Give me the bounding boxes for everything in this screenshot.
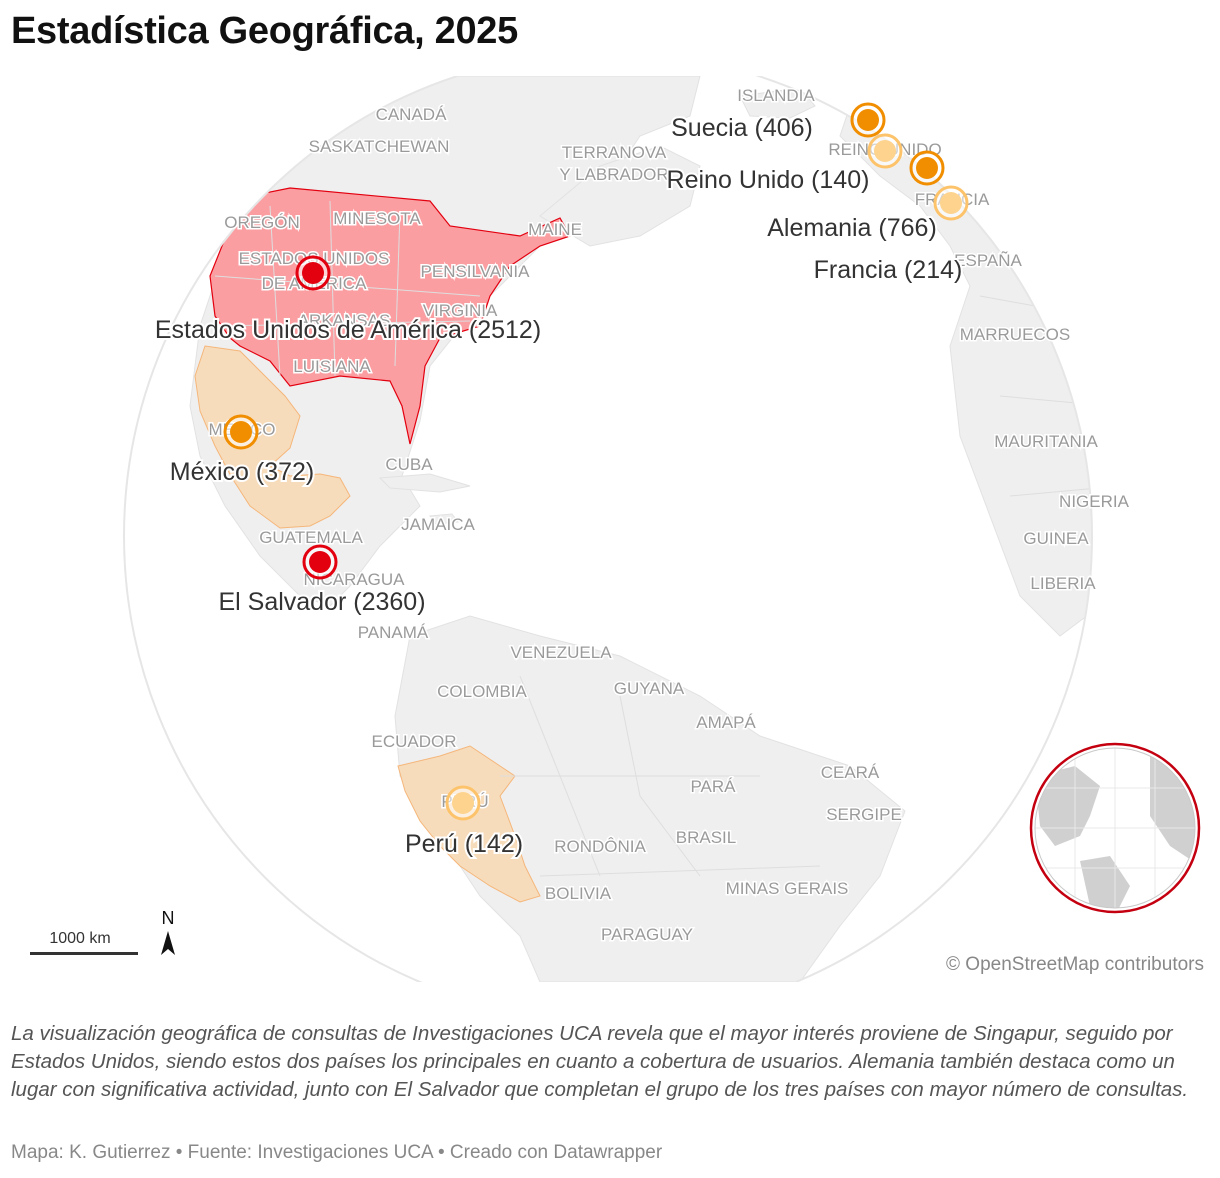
region-label: GUYANA <box>614 679 685 698</box>
country-mexico[interactable] <box>194 345 351 529</box>
region-label: BRASIL <box>676 828 736 847</box>
region-label: CANADÁ <box>376 105 448 124</box>
region-label: LIBERIA <box>1030 574 1096 593</box>
marker-dot[interactable] <box>309 551 331 573</box>
marker[interactable] <box>867 133 903 169</box>
chart-footer: Mapa: K. Gutierrez • Fuente: Investigaci… <box>11 1142 663 1163</box>
region-label: COLOMBIA <box>437 682 527 701</box>
marker[interactable] <box>295 255 331 291</box>
marker-dot[interactable] <box>302 262 324 284</box>
locator-globe <box>1029 742 1201 914</box>
marker-dot[interactable] <box>874 140 896 162</box>
country-peru[interactable] <box>397 745 541 903</box>
region-label: GUATEMALA <box>259 528 363 547</box>
marker-label: Alemania (766) <box>767 214 937 242</box>
region-label: PENSILVANIA <box>421 262 531 281</box>
marker[interactable] <box>850 102 886 138</box>
region-label: MARRUECOS <box>960 325 1071 344</box>
region-label: LUISIANA <box>293 357 371 376</box>
land-canada <box>539 145 701 247</box>
marker[interactable] <box>445 785 481 821</box>
map[interactable]: CANADÁ ISLANDIA SASKATCHEWAN TERRANOVA Y LAB… <box>0 51 1220 1021</box>
marker-dot[interactable] <box>452 792 474 814</box>
chart-description: La visualización geográfica de consultas… <box>11 1022 1189 1101</box>
north-arrow-icon <box>161 931 175 955</box>
chart-title: Estadística Geográfica, 2025 <box>11 10 518 52</box>
globe <box>124 75 1092 983</box>
region-label: RONDÔNIA <box>554 837 646 856</box>
marker-dot[interactable] <box>857 109 879 131</box>
region-label: VENEZUELA <box>510 643 612 662</box>
region-label: VIRGINIA <box>423 301 498 320</box>
scale-label: 1000 km <box>49 930 111 947</box>
region-label: PARAGUAY <box>601 925 693 944</box>
marker[interactable] <box>302 544 338 580</box>
marker-dot[interactable] <box>230 421 252 443</box>
marker[interactable] <box>933 185 969 221</box>
region-label: MINAS GERAIS <box>726 879 849 898</box>
marker-label: El Salvador (2360) <box>218 588 425 616</box>
region-label: GUINEA <box>1023 529 1089 548</box>
region-label: Y LABRADOR <box>559 165 668 184</box>
marker-label: Suecia (406) <box>671 114 813 142</box>
region-label: PARÁ <box>690 777 736 796</box>
north-label: N <box>161 908 175 928</box>
region-label: ECUADOR <box>371 732 456 751</box>
region-label: MAINE <box>528 220 582 239</box>
region-label: ISLANDIA <box>737 86 815 105</box>
marker-label: Francia (214) <box>814 256 963 284</box>
admin-borders <box>214 200 1092 877</box>
region-label: NIGERIA <box>1059 492 1130 511</box>
region-label: ARKANSAS <box>298 311 391 330</box>
region-label: OREGÓN <box>224 213 300 232</box>
marker-dot[interactable] <box>916 157 938 179</box>
region-labels: CANADÁ ISLANDIA SASKATCHEWAN TERRANOVA Y LAB… <box>207 85 1131 946</box>
country-united-states[interactable] <box>209 187 571 445</box>
region-label: MAURITANIA <box>994 432 1098 451</box>
region-label: ESPAÑA <box>954 251 1022 270</box>
region-label: MINESOTA <box>333 209 421 228</box>
region-label: AMAPÁ <box>696 713 756 732</box>
region-label: CUBA <box>385 455 433 474</box>
marker-dot[interactable] <box>940 192 962 214</box>
region-label: CEARÁ <box>821 763 880 782</box>
marker-label: Estados Unidos de América (2512) <box>155 316 541 344</box>
region-label: SERGIPE <box>826 805 902 824</box>
region-label: PANAMÁ <box>358 623 429 642</box>
markers[interactable]: Suecia (406) Reino Unido (140) Alemania (7… <box>153 102 969 860</box>
map-attribution[interactable]: © OpenStreetMap contributors <box>946 954 1204 975</box>
marker[interactable] <box>223 414 259 450</box>
land-jamaica <box>429 513 459 525</box>
land-cuba <box>378 473 471 493</box>
region-label: TERRANOVA <box>562 143 667 162</box>
map-canvas[interactable]: CANADÁ ISLANDIA SASKATCHEWAN TERRANOVA Y LAB… <box>0 51 1220 1021</box>
marker-label: México (372) <box>170 458 315 486</box>
region-label: JAMAICA <box>401 515 475 534</box>
marker-label: Reino Unido (140) <box>667 166 870 194</box>
region-label: BOLIVIA <box>545 884 612 903</box>
marker[interactable] <box>909 150 945 186</box>
region-label: SASKATCHEWAN <box>309 137 450 156</box>
scale-line <box>30 952 138 955</box>
marker-label: Perú (142) <box>405 830 523 858</box>
scale-bar: 1000 km <box>30 930 140 955</box>
land-iceland <box>739 87 816 119</box>
north-arrow: N <box>156 908 180 962</box>
